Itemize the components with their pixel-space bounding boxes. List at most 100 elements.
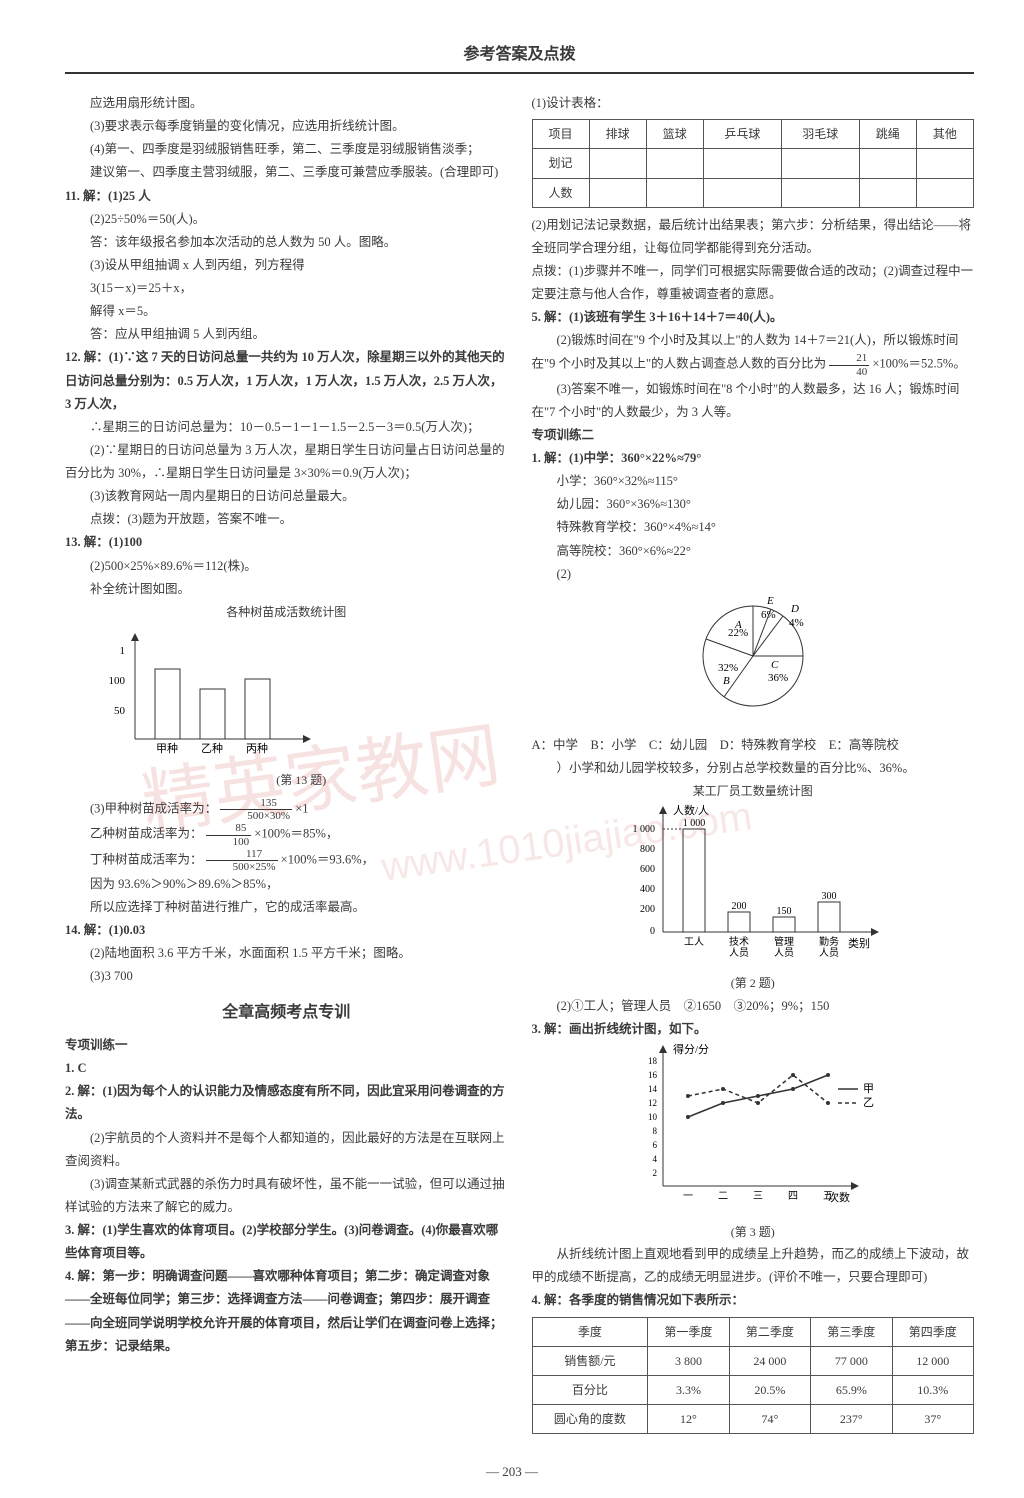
text: (2)25÷50%＝50(人)。	[65, 208, 508, 231]
text: 丁种树苗成活率为： 117500×25% ×100%＝93.6%，	[65, 848, 508, 873]
text: (3)要求表示每季度销量的变化情况，应选用折线统计图。	[65, 115, 508, 138]
sub1: 专项训练一	[65, 1034, 508, 1057]
svg-text:36%: 36%	[768, 672, 788, 684]
text: 所以应选择丁种树苗进行推广，它的成活率最高。	[65, 896, 508, 919]
text: 答：应从甲组抽调 5 人到丙组。	[65, 323, 508, 346]
svg-text:6: 6	[652, 1140, 657, 1150]
text: 解得 x＝5。	[65, 300, 508, 323]
svg-text:18: 18	[648, 1056, 658, 1066]
svg-text:四: 四	[788, 1191, 798, 1202]
svg-text:0: 0	[650, 926, 655, 937]
svg-text:200: 200	[731, 901, 746, 912]
svg-text:1 000: 1 000	[683, 818, 706, 829]
svg-text:甲: 甲	[863, 1083, 874, 1095]
q12: 12. 解：(1)∵这 7 天的日访问总量一共约为 10 万人次，除星期三以外的…	[65, 346, 508, 415]
chart13-title: 各种树苗成活数统计图	[65, 601, 508, 623]
svg-text:2: 2	[652, 1168, 657, 1178]
text: (3)该教育网站一周内星期日的日访问总量最大。	[65, 485, 508, 508]
text: (2)锻炼时间在"9 个小时及其以上"的人数为 14＋7＝21(人)，所以锻炼时…	[532, 329, 975, 377]
svg-text:12: 12	[648, 1098, 657, 1108]
text: (3)答案不唯一，如锻炼时间在"8 个小时"的人数最多，达 16 人；锻炼时间在…	[532, 378, 975, 424]
page-header: 参考答案及点拨	[65, 40, 974, 74]
bar2-title: 某工厂员工数量统计图	[532, 780, 975, 802]
page-number: — 203 —	[0, 1464, 1024, 1480]
text: 点拨：(3)题为开放题，答案不唯一。	[65, 508, 508, 531]
text: 建议第一、四季度主营羽绒服，第二、三季度可兼营应季服装。(合理即可)	[65, 161, 508, 184]
svg-text:二: 二	[718, 1191, 728, 1202]
line3-chart: 得分/分 次数 18 16 14 12 10 8 6 4 2 一 二 三 四 五…	[532, 1041, 975, 1243]
svg-text:1: 1	[120, 645, 126, 657]
svg-text:甲种: 甲种	[156, 741, 178, 755]
bar2-chart: 人数/人 类别 1 000 800 600 400 200 0 1 000 20…	[532, 802, 975, 994]
svg-text:400: 400	[640, 884, 655, 895]
r3: 3. 解：画出折线统计图，如下。	[532, 1018, 975, 1041]
text: 从折线统计图上直观地看到甲的成绩呈上升趋势，而乙的成绩上下波动，故甲的成绩不断提…	[532, 1243, 975, 1289]
right-column: (1)设计表格： 项目 排球 篮球 乒乓球 羽毛球 跳绳 其他 划记 人数 (2…	[532, 92, 975, 1434]
svg-text:4%: 4%	[789, 617, 804, 629]
tq1: 1. C	[65, 1057, 508, 1080]
svg-text:1 000: 1 000	[632, 824, 655, 835]
r1: 1. 解：(1)中学：360°×22%≈79°	[532, 447, 975, 470]
svg-text:五: 五	[823, 1191, 833, 1202]
text: (4)第一、四季度是羽绒服销售旺季，第二、三季度是羽绒服销售淡季；	[65, 138, 508, 161]
text: (2)宇航员的个人资料并不是每个人都知道的，因此最好的方法是在互联网上查阅资料。	[65, 1127, 508, 1173]
q11: 11. 解：(1)25 人	[65, 185, 508, 208]
svg-text:800: 800	[640, 844, 655, 855]
r4: 4. 解：各季度的销售情况如下表所示：	[532, 1289, 975, 1312]
section-title: 全章高频考点专训	[65, 998, 508, 1028]
text: 点拨：(1)步骤并不唯一，同学们可根据实际需要做合适的改动；(2)调查过程中一定…	[532, 260, 975, 306]
left-column: 应选用扇形统计图。 (3)要求表示每季度销量的变化情况，应选用折线统计图。 (4…	[65, 92, 508, 1434]
svg-text:32%: 32%	[718, 662, 738, 674]
text: (2)用划记法记录数据，最后统计出结果表；第六步：分析结果，得出结论——将全班同…	[532, 214, 975, 260]
sales-table: 季度 第一季度 第二季度 第三季度 第四季度 销售额/元 3 800 24 00…	[532, 1317, 975, 1435]
blank-table: 项目 排球 篮球 乒乓球 羽毛球 跳绳 其他 划记 人数	[532, 119, 975, 208]
svg-text:工人: 工人	[684, 936, 704, 948]
content-columns: 应选用扇形统计图。 (3)要求表示每季度销量的变化情况，应选用折线统计图。 (4…	[65, 92, 974, 1434]
text: 因为 93.6%＞90%＞89.6%＞85%，	[65, 873, 508, 896]
pie-chart: 22% A 6% E 4% D 36% C 32% B	[532, 586, 975, 734]
svg-text:管理: 管理	[774, 935, 794, 948]
svg-text:16: 16	[648, 1070, 658, 1080]
svg-text:600: 600	[640, 864, 655, 875]
svg-text:6%: 6%	[761, 609, 776, 621]
chart13: 1 100 50 甲种 乙种 丙种 (第 13 题)	[95, 629, 508, 791]
line3-caption: (第 3 题)	[532, 1221, 975, 1243]
text: (2)①工人；管理人员 ②1650 ③20%；9%；150	[532, 995, 975, 1018]
pie-legend: A：中学 B：小学 C：幼儿园 D：特殊教育学校 E：高等院校	[532, 734, 975, 757]
svg-text:300: 300	[821, 891, 836, 902]
svg-text:乙种: 乙种	[201, 741, 223, 755]
text: (3)甲种树苗成活率为： 135500×30% ×1	[65, 797, 508, 822]
text: 乙种树苗成活率为： 85100 ×100%＝85%，	[65, 822, 508, 847]
text: 特殊教育学校：360°×4%≈14°	[532, 516, 975, 539]
svg-text:人员: 人员	[729, 947, 749, 959]
svg-text:8: 8	[652, 1126, 657, 1136]
text: 3(15－x)＝25＋x，	[65, 277, 508, 300]
text: (2)陆地面积 3.6 平方千米，水面面积 1.5 平方千米；图略。	[65, 942, 508, 965]
svg-text:乙: 乙	[863, 1096, 874, 1109]
svg-text:B: B	[723, 675, 730, 687]
tq4: 4. 解：第一步：明确调查问题——喜欢哪种体育项目；第二步：确定调查对象——全班…	[65, 1265, 508, 1358]
text: (2)500×25%×89.6%＝112(株)。	[65, 555, 508, 578]
svg-text:A: A	[734, 619, 742, 631]
svg-text:150: 150	[776, 906, 791, 917]
svg-text:人数/人: 人数/人	[673, 804, 709, 817]
svg-text:技术: 技术	[729, 935, 749, 948]
svg-text:E: E	[766, 595, 774, 607]
q5: 5. 解：(1)该班有学生 3＋16＋14＋7＝40(人)。	[532, 306, 975, 329]
svg-text:100: 100	[109, 675, 126, 687]
bar2-caption: (第 2 题)	[532, 972, 975, 994]
text: 幼儿园：360°×36%≈130°	[532, 493, 975, 516]
svg-text:三: 三	[753, 1191, 763, 1202]
q13: 13. 解：(1)100	[65, 531, 508, 554]
sub2: 专项训练二	[532, 424, 975, 447]
text: (2)∵星期日的日访问总量为 3 万人次，星期日学生日访问量占日访问总量的百分比…	[65, 439, 508, 485]
svg-text:一: 一	[683, 1191, 693, 1202]
svg-text:人员: 人员	[819, 947, 839, 959]
svg-text:类别: 类别	[848, 936, 870, 950]
svg-text:勤务: 勤务	[819, 935, 839, 948]
text: 补全统计图如图。	[65, 578, 508, 601]
text: (3)调查某新式武器的杀伤力时具有破坏性，虽不能一一试验，但可以通过抽样试验的方…	[65, 1173, 508, 1219]
text: (2)	[532, 563, 975, 586]
tq2: 2. 解：(1)因为每个人的认识能力及情感态度有所不同，因此宜采用问卷调查的方法…	[65, 1080, 508, 1126]
text: ）小学和幼儿园学校较多，分别占总学校数量的百分比%、36%。	[532, 757, 975, 780]
